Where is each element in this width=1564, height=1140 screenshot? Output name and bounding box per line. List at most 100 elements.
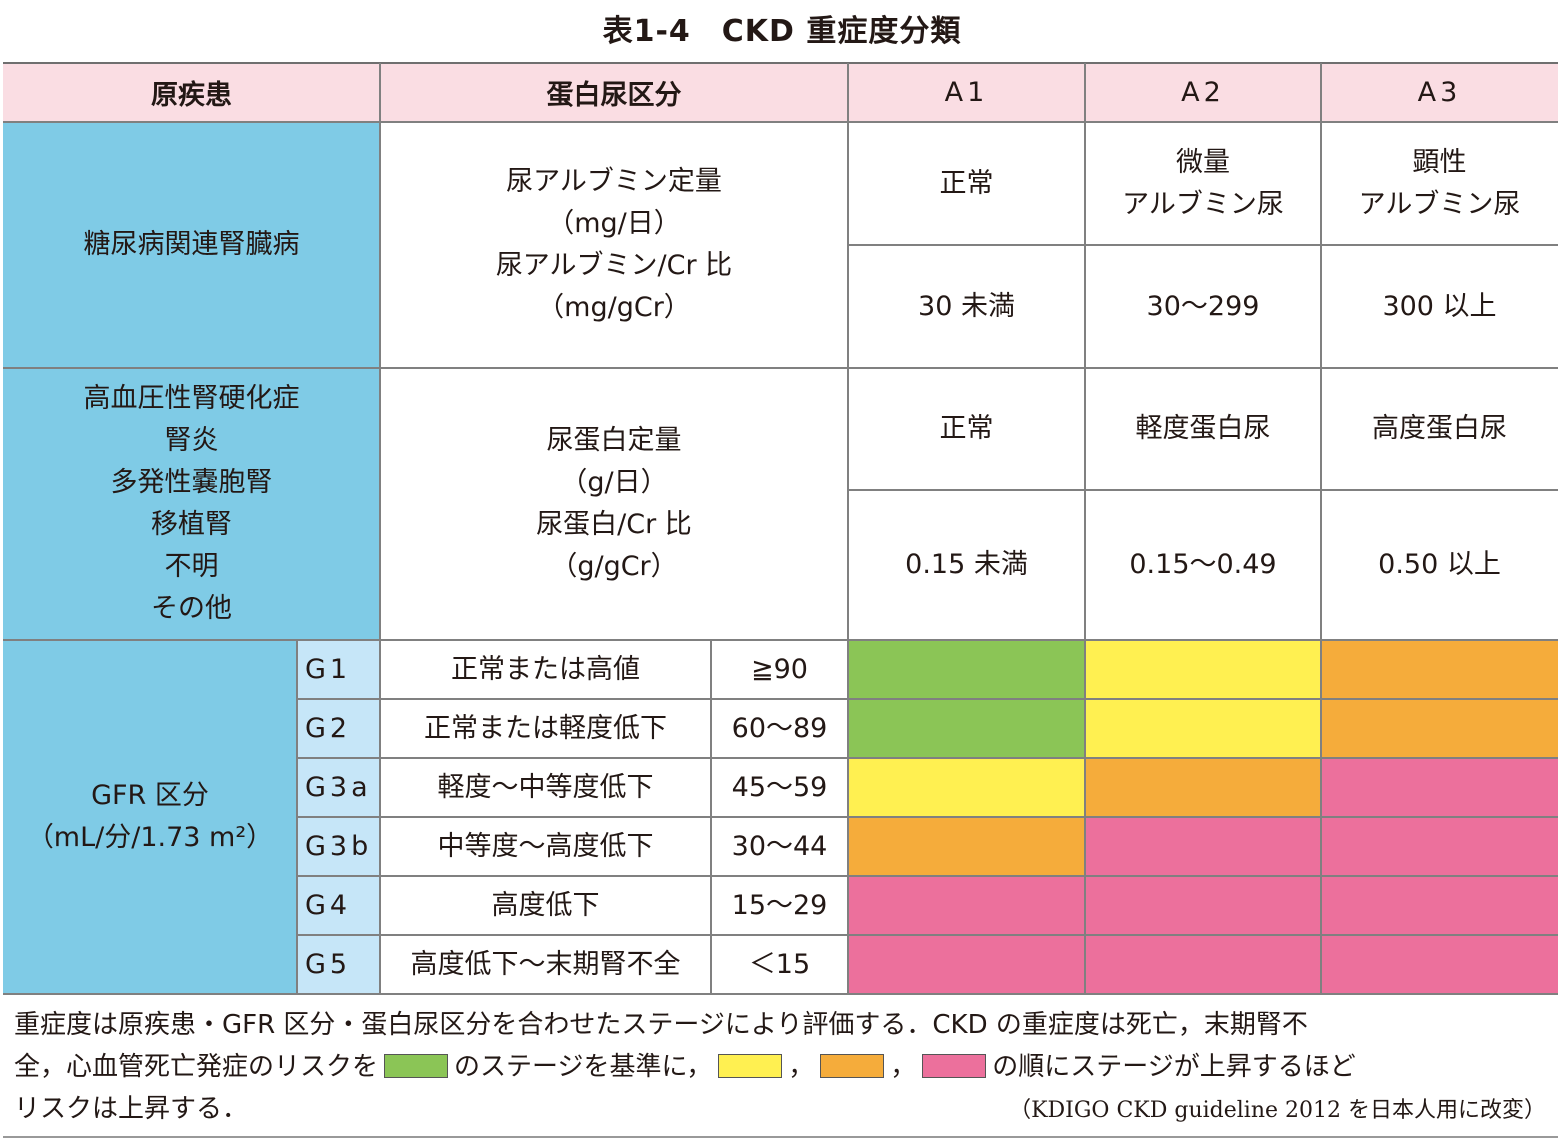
label-line: アルブミン尿	[1122, 188, 1284, 220]
gfr-range: 30～44	[711, 817, 848, 876]
albumin-measure-line: 尿アルブミン定量	[506, 166, 722, 197]
risk-cell-red	[1321, 758, 1558, 817]
gfr-description: 高度低下～末期腎不全	[380, 935, 711, 994]
protein-label-a1: 正常	[848, 368, 1085, 490]
gfr-grade: G3b	[297, 817, 380, 876]
gfr-description: 正常または軽度低下	[380, 699, 711, 758]
risk-cell-orange	[1321, 699, 1558, 758]
divider	[848, 244, 1558, 246]
header-a1: A1	[848, 63, 1085, 122]
protein-label-a3: 高度蛋白尿	[1321, 368, 1558, 490]
cause-item: 不明	[164, 551, 219, 582]
protein-measure-line: 尿蛋白/Cr 比	[536, 509, 692, 540]
protein-measure-line: （g/gCr）	[550, 551, 678, 582]
divider	[297, 934, 1558, 936]
legend-swatch-orange	[820, 1054, 885, 1078]
gfr-grade: G4	[297, 876, 380, 935]
footer-text: ，	[890, 1052, 917, 1082]
table-bottom-border	[3, 993, 1558, 995]
footer-text: のステージを基準に，	[454, 1052, 713, 1082]
protein-value-a2: 0.15～0.49	[1085, 490, 1321, 640]
risk-cell-green	[848, 699, 1085, 758]
protein-label-a2: 軽度蛋白尿	[1085, 368, 1321, 490]
footer-note-line2: 全，心血管死亡発症のリスクを のステージを基準に， ， ， の順にステージが上昇するほど	[14, 1046, 1356, 1088]
legend-swatch-yellow	[718, 1054, 783, 1078]
gfr-label-line: GFR 区分	[91, 780, 209, 811]
gfr-range: ＜15	[711, 935, 848, 994]
gfr-grade: G5	[297, 935, 380, 994]
divider	[848, 489, 1558, 491]
gfr-grade: G3a	[297, 758, 380, 817]
risk-cell-orange	[848, 817, 1085, 876]
risk-cell-orange	[1321, 640, 1558, 699]
footer-text: の順にステージが上昇するほど	[992, 1052, 1356, 1082]
cause-item: 高血圧性腎硬化症	[83, 383, 300, 414]
label-line: 正常	[939, 167, 994, 199]
footer-text: ，	[788, 1052, 815, 1082]
gfr-category-label: GFR 区分 （mL/分/1.73 m²）	[3, 640, 297, 994]
label-line: 顕性	[1412, 146, 1467, 178]
divider	[297, 816, 1558, 818]
gfr-grade: G1	[297, 640, 380, 699]
divider	[297, 757, 1558, 759]
gfr-range: ≧90	[711, 640, 848, 699]
gfr-description: 正常または高値	[380, 640, 711, 699]
risk-cell-red	[1321, 876, 1558, 935]
risk-cell-red	[848, 935, 1085, 994]
divider	[297, 875, 1558, 877]
protein-value-a3: 0.50 以上	[1321, 490, 1558, 640]
albumin-label-a3: 顕性 アルブミン尿	[1321, 122, 1558, 245]
risk-cell-red	[848, 876, 1085, 935]
protein-value-a1: 0.15 未満	[848, 490, 1085, 640]
risk-cell-red	[1321, 817, 1558, 876]
gfr-range: 45～59	[711, 758, 848, 817]
cause-diabetic-kidney-disease: 糖尿病関連腎臓病	[3, 122, 380, 368]
gfr-description: 中等度～高度低下	[380, 817, 711, 876]
footer-bottom-rule	[3, 1136, 1558, 1138]
cause-item: 腎炎	[164, 425, 219, 456]
risk-cell-red	[1085, 935, 1321, 994]
cause-other-diseases: 高血圧性腎硬化症 腎炎 多発性嚢胞腎 移植腎 不明 その他	[3, 368, 380, 640]
legend-swatch-red	[922, 1054, 987, 1078]
divider	[1084, 63, 1086, 994]
protein-measure: 尿蛋白定量 （g/日） 尿蛋白/Cr 比 （g/gCr）	[380, 368, 848, 640]
divider	[379, 63, 381, 994]
protein-measure-line: （g/日）	[560, 467, 668, 498]
divider	[710, 640, 712, 994]
header-cause: 原疾患	[3, 63, 380, 122]
cause-item: 多発性嚢胞腎	[110, 467, 273, 498]
risk-cell-yellow	[848, 758, 1085, 817]
table-title: 表1-4 CKD 重症度分類	[602, 14, 962, 49]
gfr-range: 60～89	[711, 699, 848, 758]
divider	[296, 640, 298, 994]
risk-cell-red	[1321, 935, 1558, 994]
albumin-label-a1: 正常	[848, 122, 1085, 245]
table-top-border	[3, 62, 1558, 64]
albumin-value-a2: 30～299	[1085, 245, 1321, 368]
risk-cell-red	[1085, 817, 1321, 876]
albumin-measure-line: 尿アルブミン/Cr 比	[495, 250, 733, 281]
albumin-value-a1: 30 未満	[848, 245, 1085, 368]
header-a2: A2	[1085, 63, 1321, 122]
gfr-label-line: （mL/分/1.73 m²）	[26, 822, 274, 853]
gfr-description: 高度低下	[380, 876, 711, 935]
divider	[1320, 63, 1322, 994]
gfr-description: 軽度～中等度低下	[380, 758, 711, 817]
cause-item: その他	[151, 593, 232, 624]
header-proteinuria-category: 蛋白尿区分	[380, 63, 848, 122]
cause-item: 移植腎	[151, 509, 232, 540]
albumin-label-a2: 微量 アルブミン尿	[1085, 122, 1321, 245]
footer-note-line1: 重症度は原疾患・GFR 区分・蛋白尿区分を合わせたステージにより評価する．CKD…	[14, 1010, 1308, 1040]
albumin-value-a3: 300 以上	[1321, 245, 1558, 368]
gfr-grade: G2	[297, 699, 380, 758]
albumin-measure-line: （mg/日）	[547, 208, 681, 239]
header-bottom-border	[3, 121, 1558, 123]
source-citation: （KDIGO CKD guideline 2012 を日本人用に改変）	[1009, 1098, 1546, 1123]
divider	[847, 63, 849, 994]
gfr-range: 15～29	[711, 876, 848, 935]
risk-cell-red	[1085, 876, 1321, 935]
legend-swatch-green	[384, 1054, 449, 1078]
header-a3: A3	[1321, 63, 1558, 122]
footer-text: 全，心血管死亡発症のリスクを	[14, 1052, 379, 1082]
divider	[297, 698, 1558, 700]
